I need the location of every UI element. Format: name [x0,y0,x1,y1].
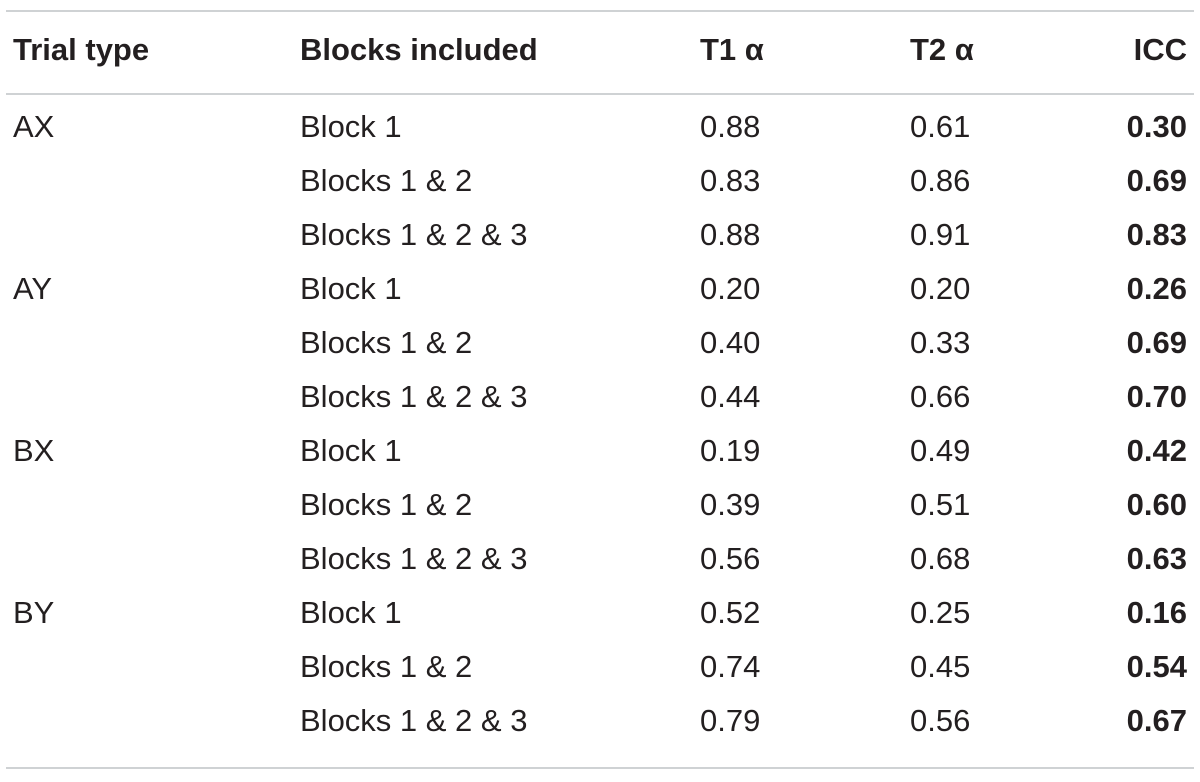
header-blocks-included: Blocks included [300,32,538,67]
cell-t2-alpha: 0.49 [910,433,971,468]
cell-t2-alpha: 0.51 [910,487,971,522]
table-row: Blocks 1 & 2 & 3 0.88 0.91 0.83 [0,208,1200,262]
header-t1-alpha: T1 α [700,32,764,67]
cell-trial-type: BY [13,595,55,630]
table-row: Blocks 1 & 2 0.40 0.33 0.69 [0,316,1200,370]
header-t2-alpha: T2 α [910,32,974,67]
cell-trial-type: AX [13,109,55,144]
cell-blocks-included: Blocks 1 & 2 & 3 [300,217,528,252]
cell-trial-type [0,154,300,208]
cell-t2-alpha: 0.45 [910,649,971,684]
cell-t2-alpha: 0.86 [910,163,971,198]
cell-blocks-included: Blocks 1 & 2 [300,487,473,522]
cell-icc: 0.67 [1126,703,1187,738]
cell-t2-alpha: 0.33 [910,325,971,360]
table-row: BX Block 1 0.19 0.49 0.42 [0,424,1200,478]
cell-icc: 0.69 [1126,163,1187,198]
cell-blocks-included: Block 1 [300,433,402,468]
table-header: Trial type Blocks included T1 α T2 α ICC [0,0,1200,94]
table-row: BY Block 1 0.52 0.25 0.16 [0,586,1200,640]
cell-icc: 0.16 [1126,595,1187,630]
header-row: Trial type Blocks included T1 α T2 α ICC [0,0,1200,94]
cell-t1-alpha: 0.40 [700,325,761,360]
cell-trial-type [0,532,300,586]
cell-icc: 0.69 [1126,325,1187,360]
header-icc: ICC [1133,32,1187,67]
cell-t2-alpha: 0.56 [910,703,971,738]
table-header-rule [6,93,1194,95]
cell-blocks-included: Blocks 1 & 2 & 3 [300,703,528,738]
cell-t1-alpha: 0.83 [700,163,761,198]
cell-icc: 0.30 [1126,109,1187,144]
cell-icc: 0.63 [1126,541,1187,576]
cell-icc: 0.54 [1126,649,1187,684]
cell-trial-type [0,694,300,748]
cell-t1-alpha: 0.88 [700,217,761,252]
table-top-rule [6,10,1194,12]
cell-blocks-included: Block 1 [300,109,402,144]
cell-t2-alpha: 0.20 [910,271,971,306]
cell-icc: 0.70 [1126,379,1187,414]
table-row: Blocks 1 & 2 0.74 0.45 0.54 [0,640,1200,694]
cell-t2-alpha: 0.66 [910,379,971,414]
cell-t2-alpha: 0.25 [910,595,971,630]
cell-t1-alpha: 0.20 [700,271,761,306]
cell-trial-type: AY [13,271,53,306]
cell-t1-alpha: 0.88 [700,109,761,144]
table-row: Blocks 1 & 2 & 3 0.44 0.66 0.70 [0,370,1200,424]
table-row: Blocks 1 & 2 0.39 0.51 0.60 [0,478,1200,532]
cell-trial-type [0,478,300,532]
cell-trial-type [0,640,300,694]
cell-t1-alpha: 0.56 [700,541,761,576]
cell-trial-type [0,208,300,262]
cell-t2-alpha: 0.91 [910,217,971,252]
cell-t1-alpha: 0.52 [700,595,761,630]
cell-blocks-included: Blocks 1 & 2 [300,325,473,360]
header-trial-type: Trial type [13,32,150,67]
cell-t2-alpha: 0.68 [910,541,971,576]
cell-icc: 0.60 [1126,487,1187,522]
cell-icc: 0.42 [1126,433,1187,468]
cell-blocks-included: Blocks 1 & 2 [300,163,473,198]
cell-blocks-included: Blocks 1 & 2 & 3 [300,541,528,576]
cell-icc: 0.26 [1126,271,1187,306]
cell-t1-alpha: 0.44 [700,379,761,414]
reliability-table: Trial type Blocks included T1 α T2 α ICC… [0,0,1200,748]
table-row: AY Block 1 0.20 0.20 0.26 [0,262,1200,316]
table-row: Blocks 1 & 2 0.83 0.86 0.69 [0,154,1200,208]
cell-trial-type: BX [13,433,55,468]
cell-t1-alpha: 0.39 [700,487,761,522]
cell-t1-alpha: 0.79 [700,703,761,738]
cell-blocks-included: Block 1 [300,271,402,306]
cell-trial-type [0,316,300,370]
cell-t2-alpha: 0.61 [910,109,971,144]
table-row: Blocks 1 & 2 & 3 0.79 0.56 0.67 [0,694,1200,748]
cell-blocks-included: Blocks 1 & 2 [300,649,473,684]
table-bottom-rule [6,767,1194,769]
cell-blocks-included: Blocks 1 & 2 & 3 [300,379,528,414]
table-body: AX Block 1 0.88 0.61 0.30 Blocks 1 & 2 0.83 0.8… [0,94,1200,748]
cell-t1-alpha: 0.74 [700,649,761,684]
table-row: AX Block 1 0.88 0.61 0.30 [0,94,1200,154]
cell-blocks-included: Block 1 [300,595,402,630]
cell-t1-alpha: 0.19 [700,433,761,468]
table-row: Blocks 1 & 2 & 3 0.56 0.68 0.63 [0,532,1200,586]
cell-icc: 0.83 [1126,217,1187,252]
cell-trial-type [0,370,300,424]
